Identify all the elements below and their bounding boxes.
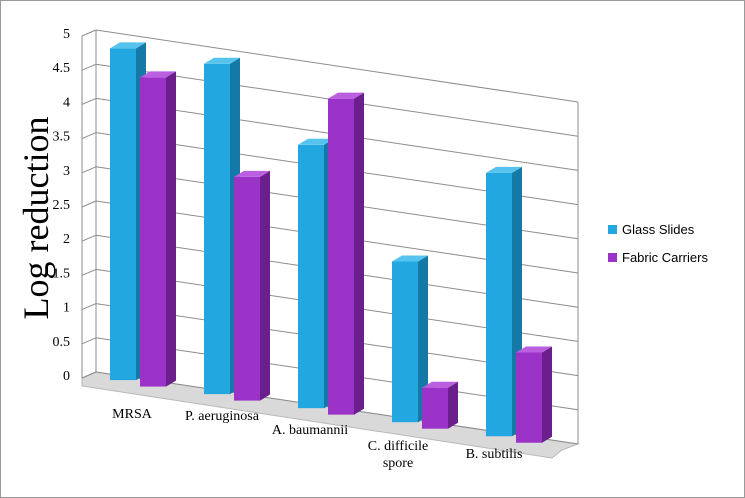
- bar-fabric-carriers-top: [140, 71, 176, 78]
- gridline-left: [81, 63, 97, 71]
- category-label: B. subtilis: [466, 447, 523, 462]
- y-tick-label: 5: [63, 27, 70, 42]
- bar-glass-slides-front: [298, 144, 324, 409]
- bar-fabric-carriers-top: [516, 346, 552, 353]
- y-tick-label: 1: [63, 301, 70, 316]
- bars: [110, 42, 552, 443]
- y-tick-label: 2.5: [53, 198, 71, 213]
- y-tick-label: 0.5: [53, 335, 71, 350]
- bar-fabric-carriers-side: [166, 71, 176, 387]
- category-label: A. baumannii: [272, 423, 348, 438]
- bar-fabric-carriers-front: [234, 176, 260, 401]
- gridline-left: [81, 268, 97, 276]
- gridline: [95, 29, 579, 103]
- gridline-left: [81, 166, 97, 174]
- bar-fabric-carriers-side: [260, 170, 270, 401]
- bar-glass-slides-top: [392, 255, 428, 262]
- y-tick-label: 0: [63, 369, 70, 384]
- gridline-left: [81, 200, 97, 208]
- bar-glass-slides-front: [110, 48, 136, 381]
- y-tick-label: 3: [63, 164, 70, 179]
- legend-swatch: [608, 225, 617, 234]
- legend: Glass Slides Fabric Carriers: [608, 222, 708, 265]
- bar-fabric-carriers-top: [422, 381, 458, 388]
- legend-swatch: [608, 253, 617, 262]
- gridline-left: [81, 337, 97, 345]
- bar-glass-slides-top: [204, 57, 240, 64]
- bar-fabric-carriers-side: [542, 346, 552, 443]
- gridline-left: [81, 303, 97, 311]
- y-tick-labels: 0 0.5 1 1.5 2 2.5 3 3.5 4 4.5 5: [53, 27, 71, 384]
- category-labels: MRSA P. aeruginosa A. baumannii C. difficil…: [112, 407, 522, 471]
- gridline-left: [81, 132, 97, 140]
- legend-label: Glass Slides: [622, 222, 695, 237]
- bar-glass-slides-side: [418, 255, 428, 423]
- bar-fabric-carriers-front: [516, 352, 542, 443]
- y-tick-label: 3.5: [53, 130, 71, 145]
- bar-fabric-carriers-top: [234, 170, 270, 177]
- bar-fabric-carriers-side: [354, 92, 364, 415]
- y-tick-label: 1.5: [53, 266, 71, 281]
- bar-glass-slides-front: [204, 63, 230, 395]
- category-label: C. difficile spore: [368, 439, 428, 471]
- bar-fabric-carriers-front: [140, 77, 166, 387]
- y-tick-label: 2: [63, 232, 70, 247]
- gridline-left: [81, 234, 97, 242]
- bar-glass-slides-top: [298, 138, 334, 145]
- gridline-left: [81, 371, 97, 379]
- bar-glass-slides-front: [392, 261, 418, 423]
- bar-fabric-carriers-front: [422, 387, 448, 429]
- bar-fabric-carriers-top: [328, 92, 364, 99]
- bar-fabric-carriers-side: [448, 381, 458, 429]
- category-label: P. aeruginosa: [185, 409, 260, 424]
- gridline-left: [81, 97, 97, 105]
- bar-glass-slides-top: [486, 166, 522, 173]
- bar-glass-slides-front: [486, 172, 512, 437]
- bar-fabric-carriers-front: [328, 98, 354, 415]
- bar-glass-slides-top: [110, 42, 146, 49]
- y-tick-label: 4.5: [53, 61, 71, 76]
- y-tick-label: 4: [63, 95, 70, 110]
- legend-label: Fabric Carriers: [622, 250, 708, 265]
- y-axis-title: Log reduction: [16, 117, 56, 320]
- gridline-left: [81, 29, 97, 37]
- category-label: MRSA: [112, 407, 153, 422]
